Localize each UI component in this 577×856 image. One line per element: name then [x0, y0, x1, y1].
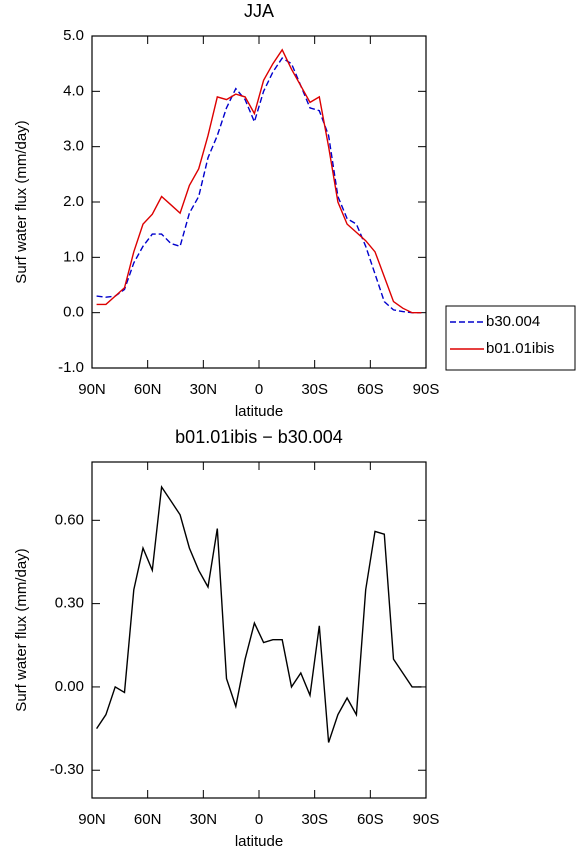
y-tick-label: 5.0 [63, 27, 84, 44]
y-tick-label: -1.0 [58, 359, 84, 376]
series-line [96, 485, 422, 743]
x-tick-label: 30N [190, 811, 218, 828]
x-tick-label: 30N [190, 381, 218, 398]
series-line [96, 48, 422, 314]
plot-frame [91, 35, 427, 369]
x-tick-label: 0 [255, 811, 263, 828]
plot-frame [91, 461, 427, 799]
y-tick-label: 0.30 [55, 595, 84, 612]
series-line [96, 57, 422, 314]
x-tick-label: 90S [413, 381, 440, 398]
x-tick-label: 90N [78, 811, 106, 828]
y-tick-label: -0.30 [50, 761, 84, 778]
x-axis-label: latitude [235, 403, 283, 420]
y-tick-label: 4.0 [63, 82, 84, 99]
y-axis-label: Surf water flux (mm/day) [13, 120, 30, 283]
legend-label: b30.004 [486, 313, 540, 330]
y-tick-label: 0.60 [55, 511, 84, 528]
x-axis-label: latitude [235, 833, 283, 850]
x-tick-label: 30S [301, 811, 328, 828]
x-tick-label: 30S [301, 381, 328, 398]
chart-title: JJA [244, 1, 274, 21]
y-tick-label: 1.0 [63, 248, 84, 265]
legend-label: b01.01ibis [486, 340, 554, 357]
x-tick-label: 60N [134, 811, 162, 828]
chart-title: b01.01ibis − b30.004 [175, 427, 343, 447]
x-tick-label: 60S [357, 811, 384, 828]
y-tick-label: 2.0 [63, 193, 84, 210]
x-tick-label: 60N [134, 381, 162, 398]
y-tick-label: 0.00 [55, 678, 84, 695]
x-tick-label: 90S [413, 811, 440, 828]
y-tick-label: 3.0 [63, 138, 84, 155]
legend-box [445, 305, 576, 371]
y-tick-label: 0.0 [63, 304, 84, 321]
y-axis-label: Surf water flux (mm/day) [13, 548, 30, 711]
x-tick-label: 90N [78, 381, 106, 398]
x-tick-label: 0 [255, 381, 263, 398]
x-tick-label: 60S [357, 381, 384, 398]
